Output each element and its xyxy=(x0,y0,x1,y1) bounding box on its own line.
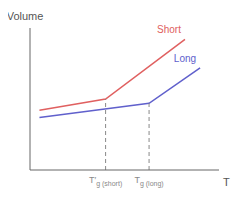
svg-text:Short: Short xyxy=(157,24,181,35)
svg-text:T: T xyxy=(223,176,230,188)
svg-text:Volume: Volume xyxy=(8,10,43,22)
svg-text:Tg (long): Tg (long) xyxy=(134,175,163,188)
svg-text:Long: Long xyxy=(174,53,196,64)
svg-text:T′g (short): T′g (short) xyxy=(89,175,122,188)
